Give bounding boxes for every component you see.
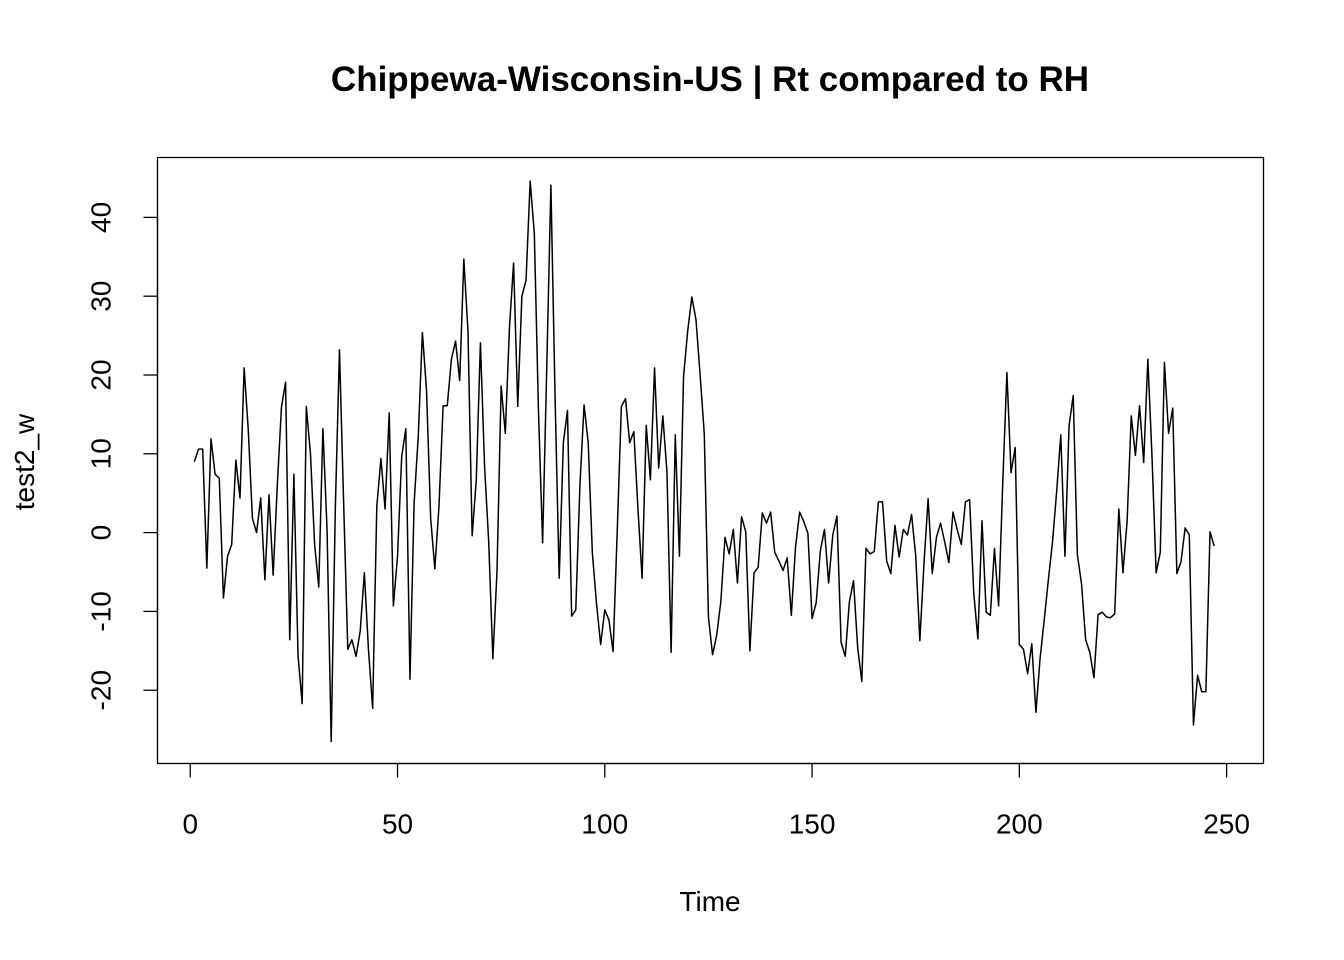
chart-title: Chippewa-Wisconsin-US | Rt compared to R…: [331, 60, 1089, 99]
x-tick-label: 150: [789, 809, 836, 840]
y-tick-label: -20: [86, 670, 117, 710]
x-tick-label: 200: [996, 809, 1043, 840]
series-line: [193, 180, 1215, 743]
y-tick-label: 20: [86, 359, 117, 390]
y-axis-label: test2_w: [9, 413, 40, 510]
x-tick-label: 0: [182, 809, 198, 840]
x-axis-label: Time: [679, 886, 740, 917]
x-axis: 0 50 100 150 200 250: [182, 762, 1250, 840]
x-tick-label: 250: [1203, 809, 1250, 840]
y-tick-label: 10: [86, 438, 117, 469]
y-axis: -20 -10 0 10 20 30 40: [86, 202, 159, 710]
x-tick-label: 50: [382, 809, 413, 840]
y-tick-label: -10: [86, 591, 117, 631]
x-tick-label: 100: [581, 809, 628, 840]
series-layer: [193, 180, 1215, 743]
y-tick-label: 40: [86, 202, 117, 233]
plot-area-frame: [156, 156, 1265, 765]
y-tick-label: 0: [86, 525, 117, 541]
y-tick-label: 30: [86, 281, 117, 312]
